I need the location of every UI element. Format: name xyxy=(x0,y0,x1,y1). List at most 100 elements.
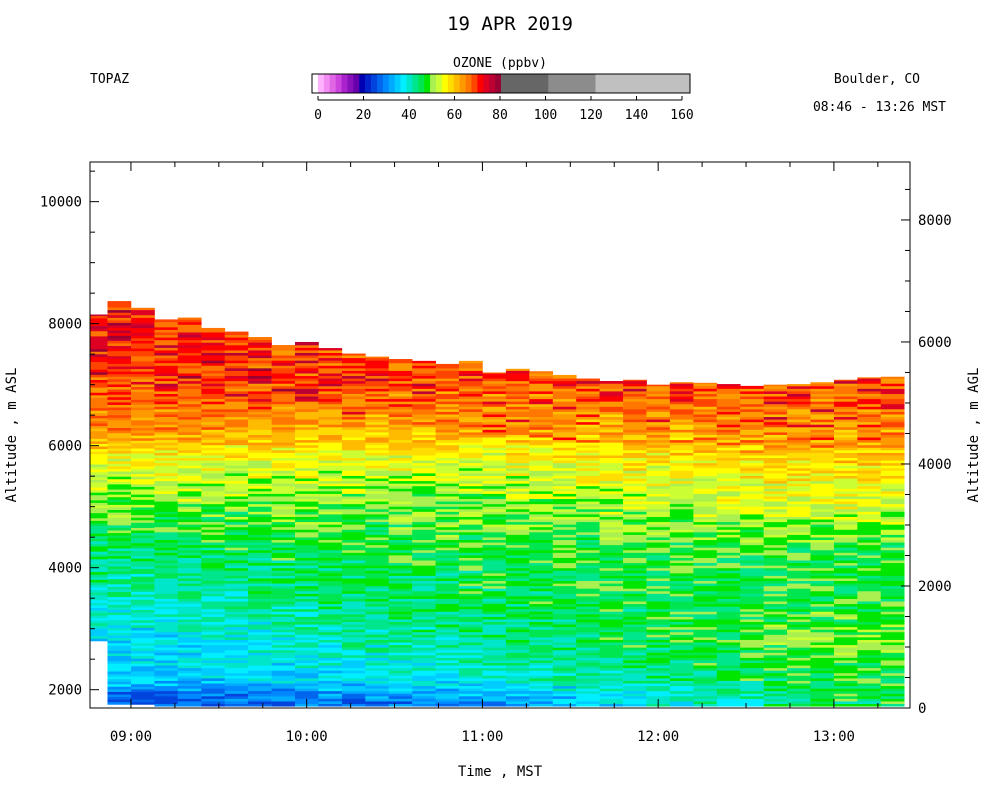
ozone-cell xyxy=(669,488,694,492)
ozone-cell xyxy=(787,534,811,538)
ozone-cell xyxy=(669,593,694,597)
ozone-cell xyxy=(248,496,272,500)
ozone-cell xyxy=(295,503,319,507)
ozone-cell xyxy=(365,549,390,553)
ozone-cell xyxy=(599,670,624,674)
ozone-cell xyxy=(131,581,155,585)
ozone-cell xyxy=(271,424,296,428)
ozone-cell xyxy=(810,644,835,648)
ozone-cell xyxy=(669,411,694,415)
ozone-cell xyxy=(482,460,507,464)
ozone-cell xyxy=(318,603,343,607)
ozone-cell xyxy=(833,542,858,546)
ozone-cell xyxy=(810,621,835,625)
colorbar-bin xyxy=(477,74,484,93)
ozone-cell xyxy=(412,411,436,415)
ozone-cell xyxy=(458,370,483,374)
ozone-cell xyxy=(177,567,202,571)
ozone-cell xyxy=(107,668,132,672)
ozone-cell xyxy=(365,493,390,497)
ozone-cell xyxy=(435,542,460,546)
ozone-cell xyxy=(365,698,390,702)
ozone-cell xyxy=(810,470,835,474)
ozone-cell xyxy=(669,670,694,674)
ozone-cell xyxy=(880,572,905,576)
ozone-cell xyxy=(880,516,905,520)
ozone-cell xyxy=(833,437,858,441)
ozone-cell xyxy=(880,629,905,633)
ozone-cell xyxy=(623,644,647,648)
ozone-cell xyxy=(763,593,788,597)
ozone-cell xyxy=(623,660,647,664)
ozone-cell xyxy=(787,478,811,482)
ozone-profile xyxy=(505,368,530,707)
ozone-cell xyxy=(177,401,202,405)
ozone-cell xyxy=(482,662,507,666)
ozone-cell xyxy=(365,567,390,571)
ozone-cell xyxy=(623,542,647,546)
ozone-cell xyxy=(716,698,741,702)
ozone-cell xyxy=(693,549,718,553)
ozone-cell xyxy=(810,385,835,389)
ozone-cell xyxy=(693,393,718,397)
ozone-cell xyxy=(482,670,507,674)
ozone-cell xyxy=(365,647,390,651)
ozone-cell xyxy=(693,416,718,420)
ozone-cell xyxy=(435,595,460,599)
ozone-cell xyxy=(763,549,788,553)
ozone-cell xyxy=(505,567,530,571)
ozone-cell xyxy=(646,657,671,661)
ozone-cell xyxy=(669,675,694,679)
ozone-cell xyxy=(201,611,226,615)
ozone-cell xyxy=(107,578,132,582)
ozone-cell xyxy=(458,698,483,702)
ozone-cell xyxy=(552,583,577,587)
ozone-cell xyxy=(810,449,835,453)
ozone-cell xyxy=(787,693,811,697)
ozone-cell xyxy=(365,511,390,515)
ozone-cell xyxy=(177,342,202,346)
ozone-cell xyxy=(177,485,202,489)
ozone-cell xyxy=(341,665,366,669)
ozone-cell xyxy=(201,521,226,525)
ozone-cell xyxy=(248,347,272,351)
ozone-cell xyxy=(388,665,413,669)
ozone-cell xyxy=(669,580,694,584)
ozone-cell xyxy=(201,557,226,561)
ozone-cell xyxy=(763,465,788,469)
ozone-cell xyxy=(740,421,764,425)
ozone-cell xyxy=(716,662,741,666)
ozone-cell xyxy=(787,521,811,525)
ozone-cell xyxy=(271,636,296,640)
ozone-cell xyxy=(107,460,132,464)
ozone-cell xyxy=(201,360,226,364)
ozone-cell xyxy=(552,470,577,474)
ozone-cell xyxy=(271,606,296,610)
ozone-cell xyxy=(880,695,905,699)
ozone-cell xyxy=(365,542,390,546)
ozone-cell xyxy=(177,516,202,520)
ozone-cell xyxy=(623,595,647,599)
ozone-cell xyxy=(177,385,202,389)
ozone-cell xyxy=(365,557,390,561)
ozone-cell xyxy=(833,406,858,410)
ozone-cell xyxy=(646,644,671,648)
ozone-cell xyxy=(365,370,390,374)
ozone-cell xyxy=(552,601,577,605)
ozone-cell xyxy=(224,444,249,448)
ozone-cell xyxy=(388,414,413,418)
ozone-cell xyxy=(224,616,249,620)
ozone-cell xyxy=(248,342,272,346)
ozone-cell xyxy=(482,585,507,589)
ozone-cell xyxy=(576,434,600,438)
ozone-cell xyxy=(716,595,741,599)
ozone-cell xyxy=(341,488,366,492)
ozone-cell xyxy=(365,613,390,617)
ozone-cell xyxy=(388,498,413,502)
ozone-cell xyxy=(131,366,155,370)
ozone-cell xyxy=(880,419,905,423)
ozone-cell xyxy=(763,585,788,589)
ozone-cell xyxy=(693,496,718,500)
ozone-cell xyxy=(107,632,132,636)
ozone-cell xyxy=(412,508,436,512)
